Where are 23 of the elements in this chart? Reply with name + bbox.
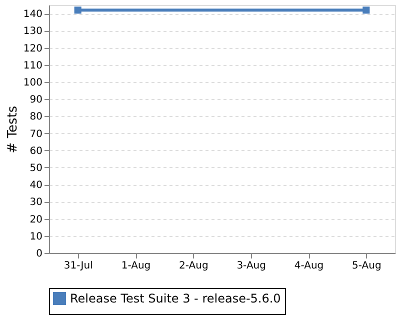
y-tick-label: 70	[30, 128, 42, 140]
x-tick-label: 3-Aug	[236, 260, 266, 272]
y-tick-label: 140	[23, 9, 42, 20]
y-tick-label: 20	[30, 214, 42, 226]
y-tick-label: 110	[23, 60, 42, 72]
y-tick-label: 60	[30, 146, 42, 157]
y-axis-title: # Tests	[5, 106, 20, 154]
y-tick-label: 120	[23, 43, 42, 54]
x-tick-label: 4-Aug	[294, 260, 324, 272]
legend-label: Release Test Suite 3 - release-5.6.0	[70, 292, 281, 306]
x-tick-label: 5-Aug	[352, 260, 382, 272]
y-tick-label: 90	[30, 94, 42, 106]
y-tick-label: 50	[30, 162, 42, 174]
y-tick-label: 40	[30, 180, 42, 192]
y-tick-label: 80	[30, 112, 42, 123]
y-tick-label: 130	[23, 26, 42, 38]
x-tick-label: 31-Jul	[64, 260, 93, 272]
x-tick-label: 2-Aug	[179, 260, 208, 272]
y-tick-label: 100	[23, 77, 42, 88]
y-tick-label: 0	[36, 248, 42, 260]
y-tick-label: 10	[30, 231, 42, 242]
x-tick-label: 1-Aug	[121, 260, 151, 272]
y-tick-label: 30	[30, 197, 42, 208]
